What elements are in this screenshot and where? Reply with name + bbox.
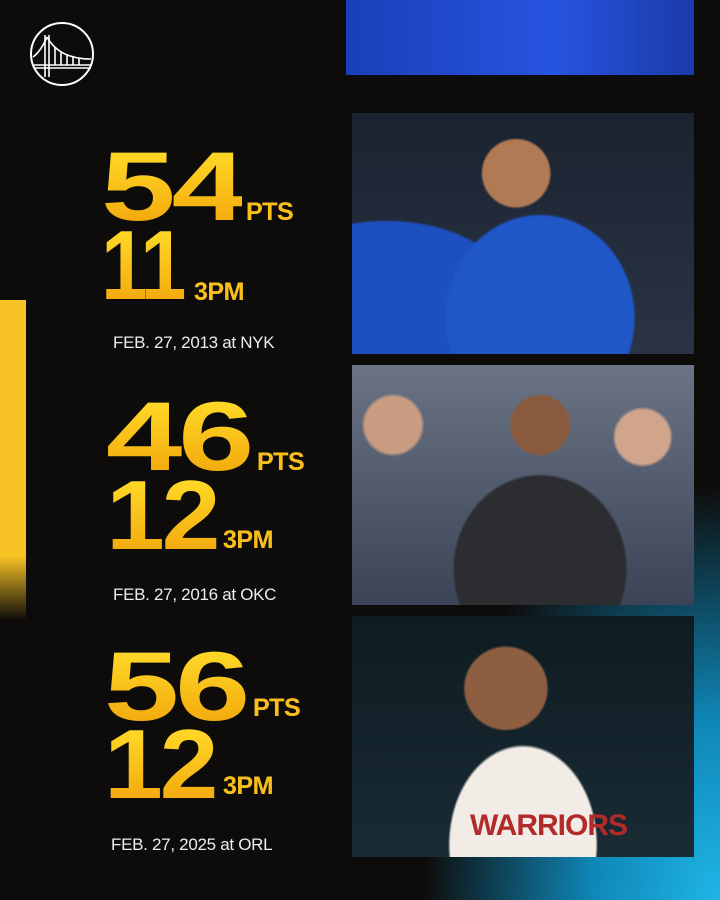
photo-2025-game: WARRIORS — [352, 616, 694, 857]
points-value: 56 — [104, 631, 250, 741]
game-date: FEB. 27, 2013 at NYK — [113, 333, 275, 352]
points-value: 46 — [106, 381, 254, 491]
photo-top-strip — [346, 0, 694, 75]
points-unit: PTS — [257, 448, 305, 476]
threes-value: 12 — [104, 709, 218, 819]
points-value: 54 — [101, 131, 246, 241]
jersey-text: WARRIORS — [470, 809, 628, 842]
threes-unit: 3PM — [194, 278, 244, 306]
photo-2013-game — [352, 113, 694, 354]
threes-value: 11 — [101, 210, 187, 320]
photo-2016-game — [352, 365, 694, 605]
yellow-accent-bar — [0, 300, 26, 620]
points-unit: PTS — [253, 694, 301, 722]
warriors-bridge-logo-icon — [30, 22, 94, 86]
game-date: FEB. 27, 2025 at ORL — [111, 835, 273, 854]
threes-value: 12 — [106, 460, 220, 570]
threes-unit: 3PM — [223, 526, 273, 554]
threes-unit: 3PM — [223, 772, 273, 800]
points-unit: PTS — [246, 198, 294, 226]
game-date: FEB. 27, 2016 at OKC — [113, 585, 277, 604]
